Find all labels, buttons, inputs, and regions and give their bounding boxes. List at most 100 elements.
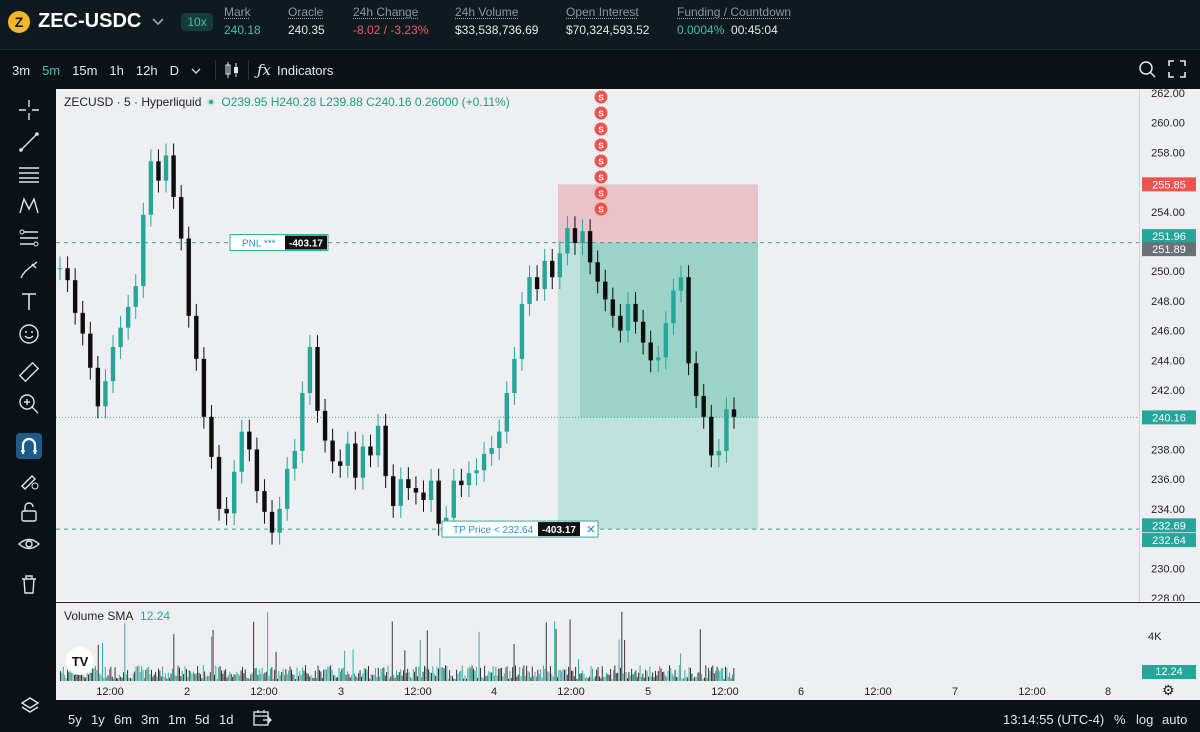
- trash-icon[interactable]: [16, 571, 42, 597]
- volume-bar: [328, 666, 330, 681]
- candle-body: [587, 231, 593, 263]
- volume-bar: [337, 677, 339, 681]
- tf-1h[interactable]: 1h: [109, 62, 124, 78]
- range-6m[interactable]: 6m: [114, 712, 133, 727]
- horizontal-lines-icon[interactable]: [16, 161, 42, 187]
- volume-bar: [93, 668, 95, 681]
- zoom-in-icon[interactable]: [16, 391, 42, 417]
- volume-bar: [88, 674, 89, 681]
- volume-bar: [543, 665, 544, 681]
- indicators-button[interactable]: ƒx Indicators: [256, 61, 334, 79]
- range-3m[interactable]: 3m: [141, 712, 160, 727]
- ruler-icon[interactable]: [16, 359, 42, 385]
- range-5d[interactable]: 5d: [195, 712, 210, 727]
- x-tick-label: 12:00: [404, 686, 432, 698]
- unrealized-profit-zone: [580, 242, 758, 418]
- symbol-selector[interactable]: Z ZEC-USDC 10x: [8, 10, 213, 33]
- volume-bar: [103, 677, 105, 681]
- brush-icon[interactable]: [16, 257, 42, 283]
- goto-date-icon[interactable]: [252, 709, 272, 730]
- volume-bar: [89, 672, 91, 681]
- stat-24h-change: 24h Change -8.02 / -3.23%: [353, 5, 429, 37]
- fib-tools-icon[interactable]: [16, 225, 42, 251]
- auto-toggle[interactable]: auto: [1162, 712, 1188, 727]
- volume-bar: [541, 677, 543, 681]
- volume-legend: Volume SMA 12.24: [64, 609, 171, 623]
- candle-body: [595, 262, 600, 282]
- volume-bar: [422, 671, 424, 681]
- price-pane[interactable]: S S S S S S S S PNL *** -403.17 TP Price < 232.64-…: [56, 89, 1200, 601]
- volume-bar: [292, 674, 294, 681]
- volume-bar: [228, 675, 229, 681]
- quick-search-icon[interactable]: [1138, 60, 1156, 81]
- volume-bar: [201, 678, 203, 681]
- volume-bar: [190, 671, 192, 681]
- volume-bar: [461, 665, 463, 681]
- price-tag: [1142, 177, 1196, 192]
- y-tick-label: 244.00: [1151, 355, 1185, 367]
- chart-legend: ZECUSD · 5 · Hyperliquid O239.95 H240.28…: [64, 95, 510, 109]
- candle-body: [686, 277, 691, 364]
- volume-bar: [398, 672, 400, 681]
- volume-bar: [187, 677, 189, 681]
- pair-name[interactable]: ZEC-USDC: [38, 10, 142, 32]
- volume-bar: [176, 675, 178, 681]
- volume-bar: [312, 677, 313, 681]
- settings-icon[interactable]: ⚙: [1162, 682, 1175, 698]
- y-tick-label: 236.00: [1151, 474, 1185, 486]
- text-tool-icon[interactable]: [16, 289, 42, 315]
- time-axis[interactable]: 12:00 2 12:00 3 12:00 4 12:00 5 12:00 6 12:00 7 12:0…: [56, 682, 1200, 700]
- pattern-icon[interactable]: [16, 193, 42, 219]
- volume-bar: [169, 677, 171, 681]
- emoji-icon[interactable]: [16, 321, 42, 347]
- volume-bar: [165, 673, 166, 681]
- range-1d[interactable]: 1d: [219, 712, 234, 727]
- candle-body: [451, 480, 456, 518]
- unlock-icon[interactable]: [16, 499, 42, 525]
- volume-bar: [310, 675, 312, 681]
- volume-bar: [459, 671, 460, 681]
- trend-line-icon[interactable]: [16, 129, 42, 155]
- layers-icon[interactable]: [20, 696, 40, 719]
- volume-bar: [571, 670, 572, 681]
- chart-area[interactable]: S S S S S S S S PNL *** -403.17 TP Price < 232.64-…: [56, 89, 1200, 700]
- candle-body: [436, 480, 441, 524]
- leverage-badge[interactable]: 10x: [181, 12, 213, 31]
- candle-body: [156, 161, 161, 181]
- volume-bar: [618, 639, 620, 681]
- tf-5m[interactable]: 5m: [42, 62, 61, 78]
- percent-toggle[interactable]: %: [1114, 712, 1126, 727]
- volume-bar: [531, 666, 533, 681]
- candle-type-icon[interactable]: [224, 61, 240, 79]
- chevron-down-icon[interactable]: [151, 14, 165, 30]
- fullscreen-icon[interactable]: [1168, 60, 1186, 81]
- volume-bar: [715, 670, 717, 681]
- magnet-icon[interactable]: [16, 433, 42, 459]
- tf-12h[interactable]: 12h: [135, 62, 158, 78]
- candle-body: [633, 303, 638, 322]
- tf-d[interactable]: D: [169, 62, 179, 78]
- tf-15m[interactable]: 15m: [72, 62, 98, 78]
- timeframe-dropdown-icon[interactable]: [185, 63, 207, 78]
- log-toggle[interactable]: log: [1136, 712, 1154, 727]
- range-1y[interactable]: 1y: [91, 712, 105, 727]
- tf-3m[interactable]: 3m: [12, 62, 31, 78]
- volume-bar: [321, 678, 323, 681]
- volume-pane[interactable]: Volume SMA 12.24 TV 4K 12.24: [56, 602, 1200, 682]
- range-5y[interactable]: 5y: [68, 712, 82, 727]
- volume-bar: [515, 665, 516, 681]
- volume-bar: [274, 669, 276, 681]
- volume-bar: [442, 667, 444, 681]
- sell-marker: [594, 202, 608, 216]
- clock-time[interactable]: 13:14:55 (UTC-4): [1003, 712, 1105, 727]
- volume-bar: [370, 674, 372, 681]
- volume-bar: [236, 671, 238, 681]
- volume-bar: [383, 667, 385, 681]
- crosshair-icon[interactable]: [16, 97, 42, 123]
- tradingview-logo[interactable]: TV: [66, 647, 94, 675]
- candle-body: [731, 409, 737, 417]
- range-1m[interactable]: 1m: [168, 712, 187, 727]
- lock-drawing-icon[interactable]: [16, 467, 42, 493]
- volume-bar: [730, 678, 732, 681]
- eye-icon[interactable]: [16, 531, 42, 557]
